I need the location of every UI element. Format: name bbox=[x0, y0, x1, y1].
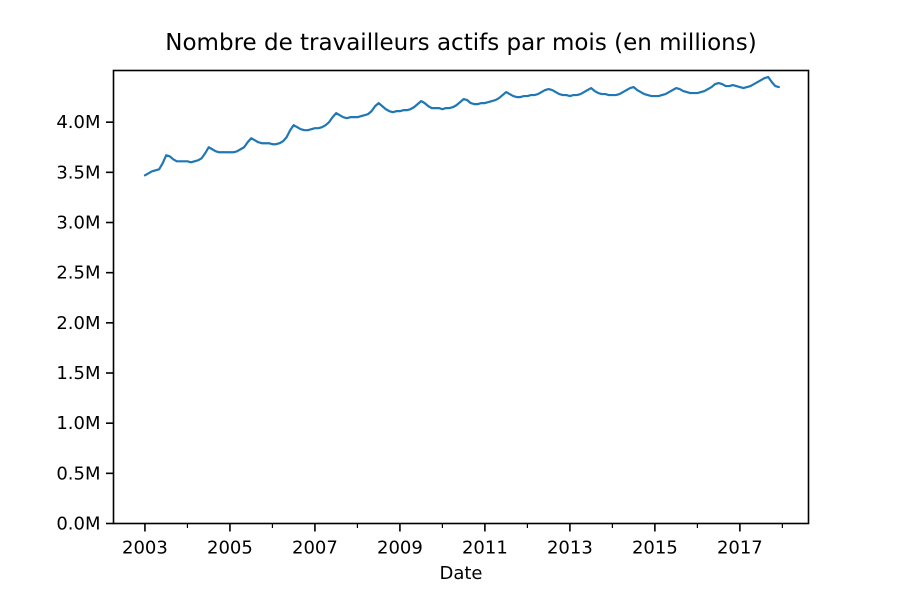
y-tick-label: 0.5M bbox=[56, 463, 100, 484]
x-axis-major-ticks bbox=[144, 523, 741, 532]
x-tick-label: 2015 bbox=[632, 538, 678, 559]
plot-area-border bbox=[112, 69, 810, 525]
x-tick-label: 2009 bbox=[377, 538, 423, 559]
x-tick-label: 2011 bbox=[462, 538, 508, 559]
x-tick-label: 2013 bbox=[547, 538, 593, 559]
y-tick-label: 1.0M bbox=[56, 413, 100, 434]
chart-title: Nombre de travailleurs actifs par mois (… bbox=[165, 30, 757, 56]
x-tick-label: 2007 bbox=[292, 538, 338, 559]
x-tick-label: 2017 bbox=[717, 538, 763, 559]
data-line-travailleurs-actifs bbox=[143, 75, 780, 177]
x-axis-tick-labels: 2003 2005 2007 2009 2011 2013 2015 2017 bbox=[122, 538, 763, 559]
x-axis-title: Date bbox=[439, 563, 483, 584]
x-tick-label: 2003 bbox=[122, 538, 168, 559]
y-tick-label: 2.0M bbox=[56, 313, 100, 334]
y-tick-label: 3.0M bbox=[56, 213, 100, 234]
y-axis-tick-labels: 0.0M 0.5M 1.0M 1.5M 2.0M 2.5M 3.0M 3.5M 4.0M bbox=[56, 112, 100, 534]
y-axis-ticks bbox=[106, 121, 114, 525]
x-axis-minor-ticks bbox=[186, 523, 783, 528]
x-tick-label: 2005 bbox=[207, 538, 253, 559]
y-tick-label: 0.0M bbox=[56, 514, 100, 535]
y-tick-label: 2.5M bbox=[56, 263, 100, 284]
y-tick-label: 1.5M bbox=[56, 363, 100, 384]
y-tick-label: 3.5M bbox=[56, 162, 100, 183]
y-tick-label: 4.0M bbox=[56, 112, 100, 133]
